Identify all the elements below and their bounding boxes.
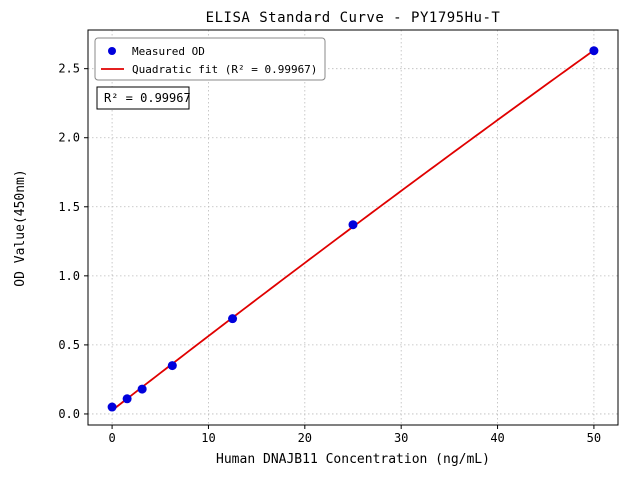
chart-title: ELISA Standard Curve - PY1795Hu-T xyxy=(206,10,501,26)
y-tick-label: 2.5 xyxy=(58,62,80,76)
data-point xyxy=(228,314,238,324)
data-series xyxy=(107,46,599,412)
y-tick-label: 2.0 xyxy=(58,131,80,145)
data-point xyxy=(589,46,599,56)
legend-marker-dot xyxy=(108,47,116,55)
y-tick-label: 1.0 xyxy=(58,269,80,283)
data-point xyxy=(137,384,147,394)
axis-ticks: 0 10 20 30 40 50 0.0 0.5 1.0 1.5 2.0 2.5 xyxy=(58,62,601,445)
y-tick-label: 1.5 xyxy=(58,200,80,214)
y-axis-label: OD Value(450nm) xyxy=(13,169,28,286)
x-tick-label: 0 xyxy=(108,431,115,445)
x-tick-label: 10 xyxy=(201,431,215,445)
data-point xyxy=(107,402,117,412)
grid xyxy=(88,30,618,425)
legend-entry-label: Quadratic fit (R² = 0.99967) xyxy=(132,63,317,76)
legend: Measured OD Quadratic fit (R² = 0.99967) xyxy=(94,37,326,81)
annotation-text: R² = 0.99967 xyxy=(104,91,191,105)
x-tick-label: 20 xyxy=(298,431,312,445)
x-tick-label: 50 xyxy=(587,431,601,445)
y-tick-label: 0.0 xyxy=(58,407,80,421)
x-axis-label: Human DNAJB11 Concentration (ng/mL) xyxy=(216,452,490,467)
data-point xyxy=(348,220,358,230)
legend-box xyxy=(94,37,326,81)
data-point xyxy=(122,394,132,404)
x-tick-label: 30 xyxy=(394,431,408,445)
annotation-box xyxy=(96,86,190,110)
y-tick-label: 0.5 xyxy=(58,338,80,352)
legend-entry-label: Measured OD xyxy=(132,45,205,58)
x-tick-label: 40 xyxy=(490,431,504,445)
plot-border xyxy=(87,29,619,426)
data-point xyxy=(167,361,177,371)
r-squared-annotation: R² = 0.99967 xyxy=(96,86,191,110)
